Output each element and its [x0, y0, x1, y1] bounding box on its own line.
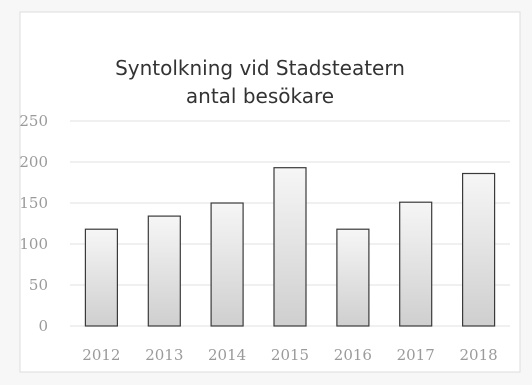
- x-tick-label: 2018: [460, 346, 498, 364]
- y-tick-label: 100: [19, 235, 48, 253]
- y-tick-label: 250: [19, 112, 48, 130]
- x-tick-label: 2016: [334, 346, 372, 364]
- y-tick-label: 200: [19, 153, 48, 171]
- x-tick-label: 2012: [82, 346, 120, 364]
- grid-lines: [70, 120, 510, 327]
- chart-title-line-1: Syntolkning vid Stadsteatern: [115, 56, 405, 80]
- y-tick-label: 0: [38, 317, 48, 335]
- x-tick-label: 2014: [208, 346, 246, 364]
- chart-title-line-2: antal besökare: [186, 84, 334, 108]
- bar-2012: [84, 228, 119, 327]
- bar-2014: [210, 202, 244, 327]
- bar-2015: [273, 167, 307, 327]
- x-tick-label: 2013: [145, 346, 183, 364]
- bar-2013: [147, 215, 181, 327]
- bar-2016: [336, 228, 370, 327]
- x-tick-label: 2015: [271, 346, 309, 364]
- y-tick-label: 50: [29, 276, 48, 294]
- bars: [84, 167, 496, 327]
- bar-2018: [462, 172, 496, 327]
- x-axis-ticks: 2012 2013 2014 2015 2016 2017 2018: [82, 346, 497, 364]
- x-tick-label: 2017: [397, 346, 435, 364]
- y-tick-label: 150: [19, 194, 48, 212]
- bar-2017: [399, 201, 433, 327]
- y-axis-ticks: 0 50 100 150 200 250: [19, 112, 48, 335]
